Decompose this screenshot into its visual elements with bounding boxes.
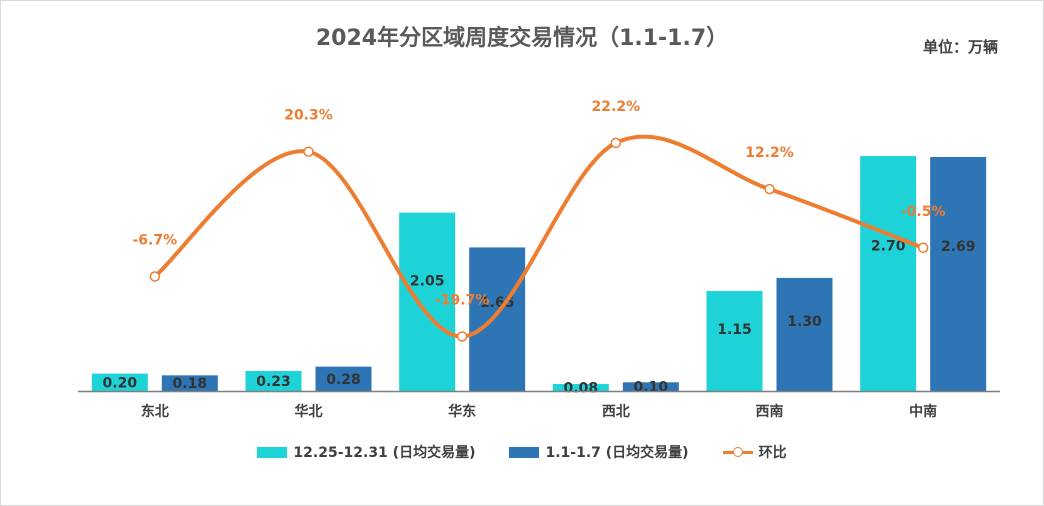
category-label-3: 华东 — [448, 403, 476, 420]
category-label-6: 中南 — [909, 403, 937, 420]
bar-label-series-1-3: 2.05 — [410, 273, 445, 289]
legend-swatch-series-1 — [257, 446, 288, 458]
category-label-4: 西北 — [602, 404, 630, 420]
line-label-1: -6.7% — [133, 232, 178, 248]
legend-label-series-2: 1.1-1.7 (日均交易量) — [545, 445, 689, 461]
unit-label: 单位：万辆 — [922, 38, 998, 56]
legend-label-series-3: 环比 — [758, 445, 787, 461]
bar-label-series-2-6: 2.69 — [941, 239, 976, 255]
bar-label-series-2-5: 1.30 — [787, 314, 822, 330]
bar-series-1-3[interactable] — [399, 212, 456, 391]
legend-label-series-1: 12.25-12.31 (日均交易量) — [293, 445, 476, 461]
bar-series-2-3[interactable] — [469, 247, 526, 391]
bar-label-series-2-1: 0.18 — [173, 376, 208, 392]
bar-label-series-1-2: 0.23 — [256, 374, 291, 390]
bar-label-series-1-4: 0.08 — [564, 381, 599, 397]
line-label-2: 20.3% — [284, 108, 333, 124]
line-point-1[interactable] — [149, 271, 161, 282]
bar-label-series-1-1: 0.20 — [103, 375, 138, 391]
bar-label-series-2-2: 0.28 — [326, 372, 361, 388]
bar-series-1-4[interactable] — [552, 384, 609, 391]
line-label-4: 22.2% — [592, 99, 641, 115]
line-point-2[interactable] — [303, 146, 314, 157]
line-point-3[interactable] — [456, 331, 468, 342]
line-label-5: 12.2% — [745, 145, 794, 161]
bar-series-1-5[interactable] — [706, 290, 763, 391]
legend-item-series-1[interactable]: 12.25-12.31 (日均交易量) — [257, 442, 475, 462]
legend-swatch-series-3 — [722, 446, 753, 458]
chart-legend: 12.25-12.31 (日均交易量) 1.1-1.7 (日均交易量) 环比 — [0, 442, 1044, 462]
category-label-1: 东北 — [141, 403, 169, 420]
line-point-4[interactable] — [610, 137, 622, 149]
bar-series-2-5[interactable] — [776, 277, 833, 391]
bar-series-2-2[interactable] — [315, 366, 372, 391]
line-point-5[interactable] — [764, 183, 775, 195]
legend-item-series-3[interactable]: 环比 — [722, 442, 787, 462]
chart-title: 2024年分区域周度交易情况（1.1-1.7） — [315, 26, 729, 51]
bar-series-1-6[interactable] — [860, 156, 917, 391]
line-label-3: -19.7% — [435, 293, 489, 309]
bar-series-2-4[interactable] — [622, 382, 679, 391]
line-label-6: -0.5% — [901, 204, 946, 220]
bar-series-2-1[interactable] — [161, 375, 218, 391]
bar-series-1-2[interactable] — [245, 370, 302, 391]
category-label-5: 西南 — [756, 403, 784, 420]
legend-item-series-2[interactable]: 1.1-1.7 (日均交易量) — [509, 442, 689, 462]
bar-label-series-1-5: 1.15 — [717, 322, 752, 338]
bar-series-2-6[interactable] — [930, 156, 987, 391]
bar-series-1-1[interactable] — [91, 373, 148, 391]
bar-label-series-2-4: 0.10 — [634, 380, 669, 396]
bar-label-series-1-6: 2.70 — [871, 238, 906, 254]
line-point-6[interactable] — [917, 242, 929, 254]
bars: 0.20 0.18 0.23 0.282.051.650.08 0.101.151.30… — [91, 156, 987, 397]
legend-swatch-series-2 — [509, 446, 540, 458]
category-label-2: 华北 — [295, 403, 323, 420]
